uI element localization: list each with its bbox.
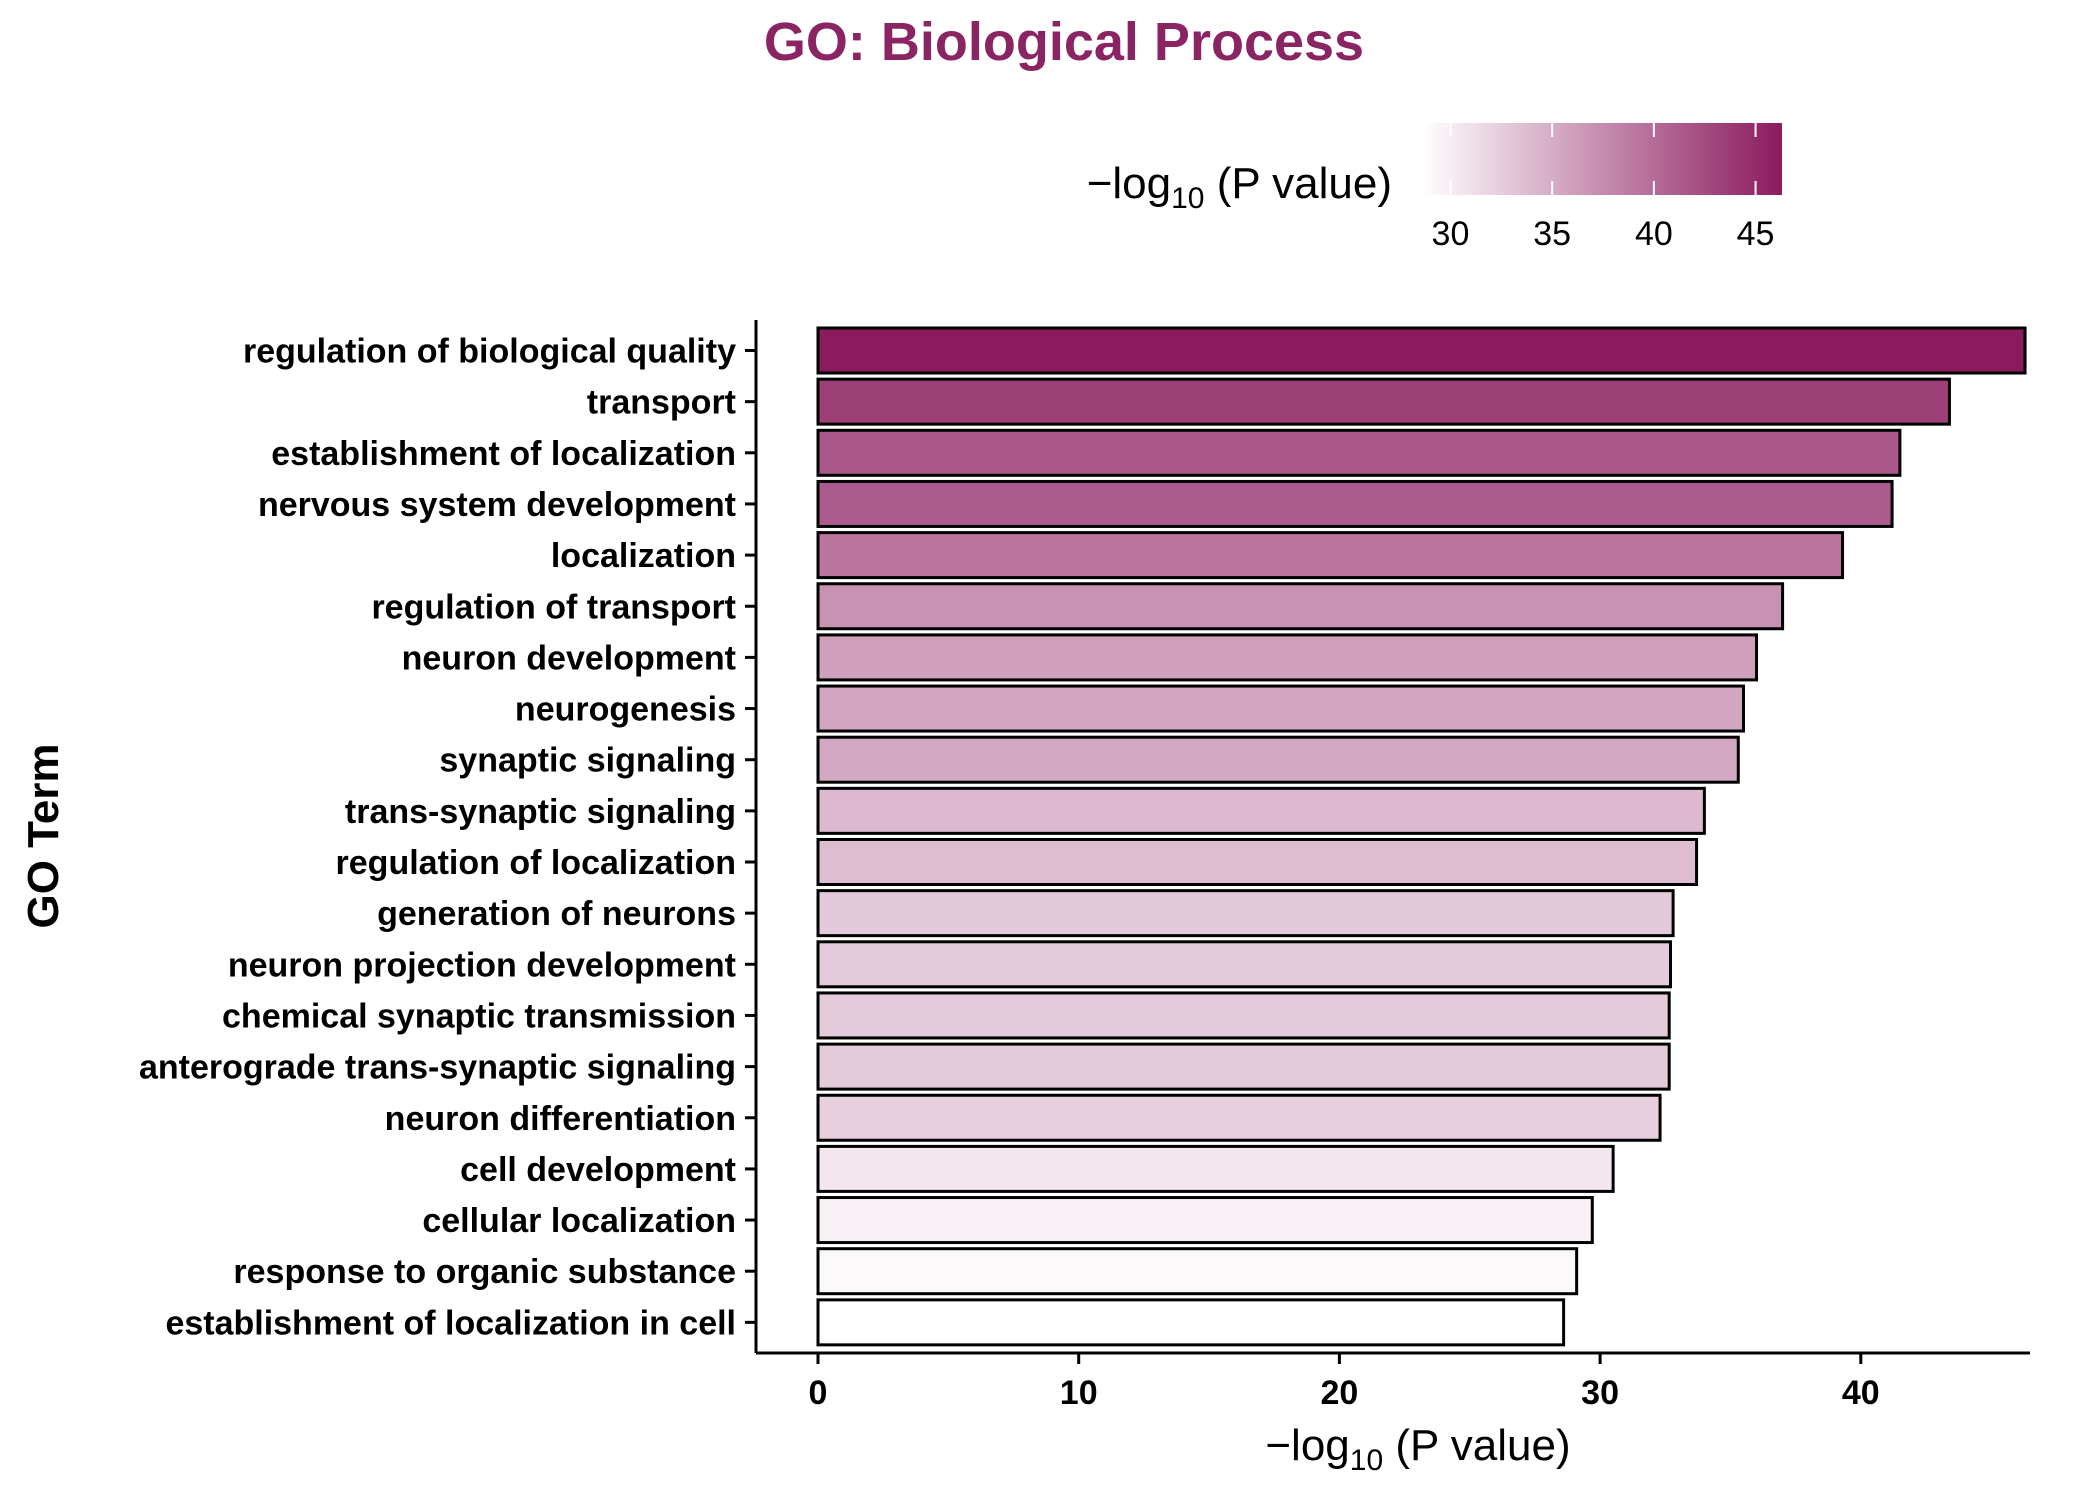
bar xyxy=(816,633,1759,682)
x-tick-label: 20 xyxy=(1320,1374,1358,1412)
colorbar-tick-label: 40 xyxy=(1635,215,1673,253)
bar xyxy=(816,838,1699,886)
x-label-subscript: 10 xyxy=(1350,1444,1383,1477)
y-tick-label: trans-synaptic signaling xyxy=(345,793,736,831)
colorbar-gradient xyxy=(1422,123,1782,195)
bar xyxy=(816,1093,1662,1142)
chart-title: GO: Biological Process xyxy=(764,12,1364,72)
y-tick-label: neurogenesis xyxy=(515,691,736,729)
bar xyxy=(816,735,1740,784)
colorbar-tick-label: 35 xyxy=(1533,215,1571,253)
bar xyxy=(816,1247,1579,1296)
bar xyxy=(816,889,1675,938)
x-label-suffix: (P value) xyxy=(1383,1421,1571,1470)
legend-title: −log10 (P value) xyxy=(1087,159,1392,215)
y-tick-label: response to organic substance xyxy=(233,1253,736,1291)
bar xyxy=(816,479,1894,528)
y-tick-label: cellular localization xyxy=(422,1202,736,1240)
bar xyxy=(816,1196,1594,1245)
x-axis-label: −log10 (P value) xyxy=(1265,1421,1570,1477)
y-tick-label: regulation of transport xyxy=(371,588,736,626)
y-tick-label: generation of neurons xyxy=(377,895,736,933)
x-tick-label: 0 xyxy=(809,1374,828,1412)
bar xyxy=(816,786,1706,835)
y-tick-label: regulation of biological quality xyxy=(243,333,736,371)
bar xyxy=(816,428,1902,477)
bar xyxy=(816,326,2027,375)
bar xyxy=(816,377,1951,426)
y-tick-label: establishment of localization xyxy=(271,435,736,473)
x-tick-label: 10 xyxy=(1060,1374,1098,1412)
y-tick-label: neuron differentiation xyxy=(385,1100,736,1138)
bar xyxy=(816,531,1845,580)
legend-title-prefix: −log xyxy=(1087,159,1171,208)
y-tick-label: neuron development xyxy=(402,639,736,677)
bar xyxy=(816,582,1785,631)
bar xyxy=(816,1298,1566,1347)
x-label-prefix: −log xyxy=(1265,1421,1349,1470)
y-tick-label: regulation of localization xyxy=(336,844,736,882)
y-tick-label: establishment of localization in cell xyxy=(165,1304,736,1342)
y-tick-label: neuron projection development xyxy=(228,946,736,984)
x-tick-label: 40 xyxy=(1842,1374,1880,1412)
x-tick-label: 30 xyxy=(1581,1374,1619,1412)
axes xyxy=(754,320,2030,1355)
bar xyxy=(816,1144,1615,1193)
bar xyxy=(816,684,1745,733)
bar xyxy=(816,1042,1671,1091)
y-tick-label: localization xyxy=(551,537,736,575)
y-axis-label: GO Term xyxy=(19,743,68,928)
colorbar-tick-label: 30 xyxy=(1432,215,1470,253)
colorbar-tick-label: 45 xyxy=(1737,215,1775,253)
colorbar-legend: −log10 (P value) 30 35 40 45 xyxy=(1087,123,1782,253)
y-tick-label: nervous system development xyxy=(258,486,736,524)
legend-title-suffix: (P value) xyxy=(1205,159,1393,208)
y-tick-label: anterograde trans-synaptic signaling xyxy=(139,1049,736,1087)
y-tick-label: transport xyxy=(587,384,736,422)
y-tick-label: synaptic signaling xyxy=(439,742,736,780)
bar xyxy=(816,991,1671,1040)
legend-title-subscript: 10 xyxy=(1171,182,1204,215)
bar xyxy=(816,940,1672,989)
y-tick-label: cell development xyxy=(460,1151,736,1189)
y-tick-label: chemical synaptic transmission xyxy=(222,997,736,1035)
